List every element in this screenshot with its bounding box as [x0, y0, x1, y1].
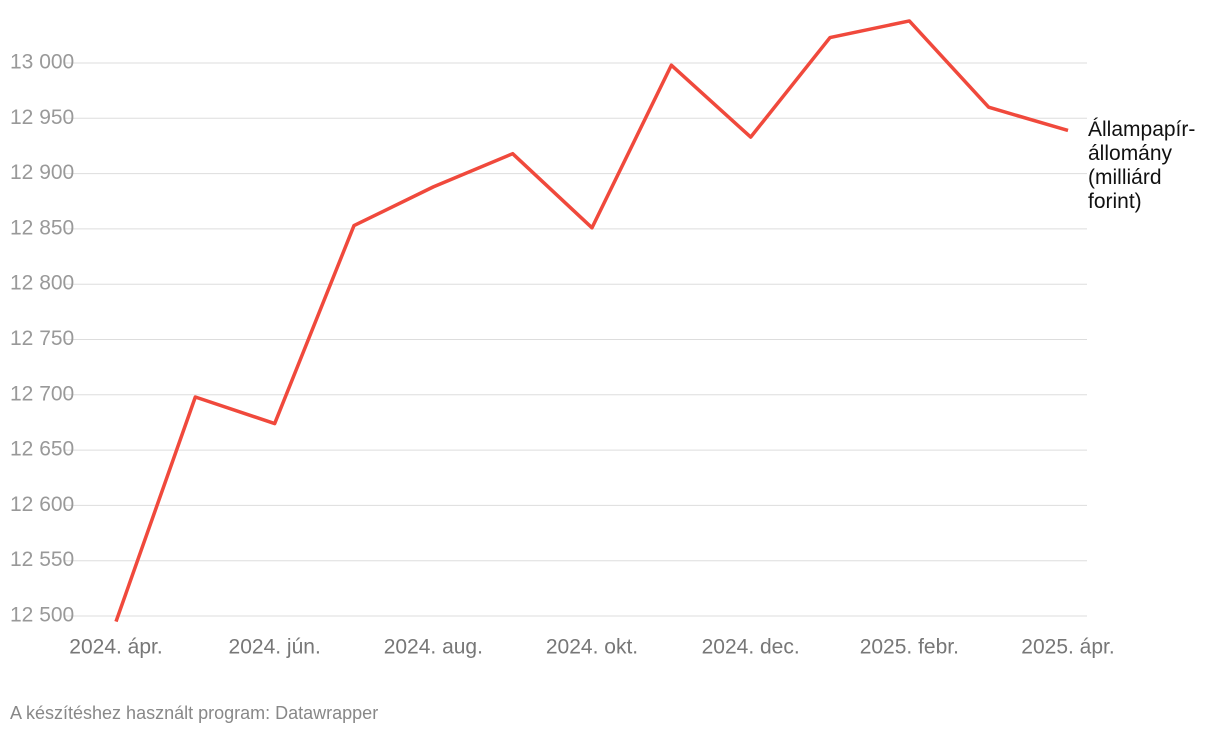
x-tick-label: 2024. ápr. [69, 636, 162, 659]
y-tick-label: 12 550 [10, 548, 74, 571]
x-tick-label: 2024. aug. [384, 636, 483, 659]
source-note: A készítéshez használt program: Datawrap… [10, 703, 379, 723]
series-label: Állampapír-állomány (milliárd forint) [1088, 118, 1196, 213]
y-tick-label: 12 800 [10, 272, 74, 295]
y-tick-label: 12 750 [10, 327, 74, 350]
y-tick-label: 12 950 [10, 106, 74, 129]
y-tick-label: 13 000 [10, 51, 74, 74]
y-tick-label: 12 900 [10, 161, 74, 184]
y-tick-label: 12 500 [10, 604, 74, 627]
y-tick-label: 12 650 [10, 438, 74, 461]
y-tick-label: 12 850 [10, 216, 74, 239]
y-tick-label: 12 700 [10, 382, 74, 405]
x-tick-label: 2024. jún. [229, 636, 321, 659]
x-tick-label: 2024. okt. [546, 636, 638, 659]
x-tick-label: 2025. febr. [860, 636, 959, 659]
x-tick-label: 2024. dec. [702, 636, 800, 659]
y-tick-label: 12 600 [10, 493, 74, 516]
line [114, 19, 1069, 623]
x-tick-label: 2025. ápr. [1021, 636, 1114, 659]
